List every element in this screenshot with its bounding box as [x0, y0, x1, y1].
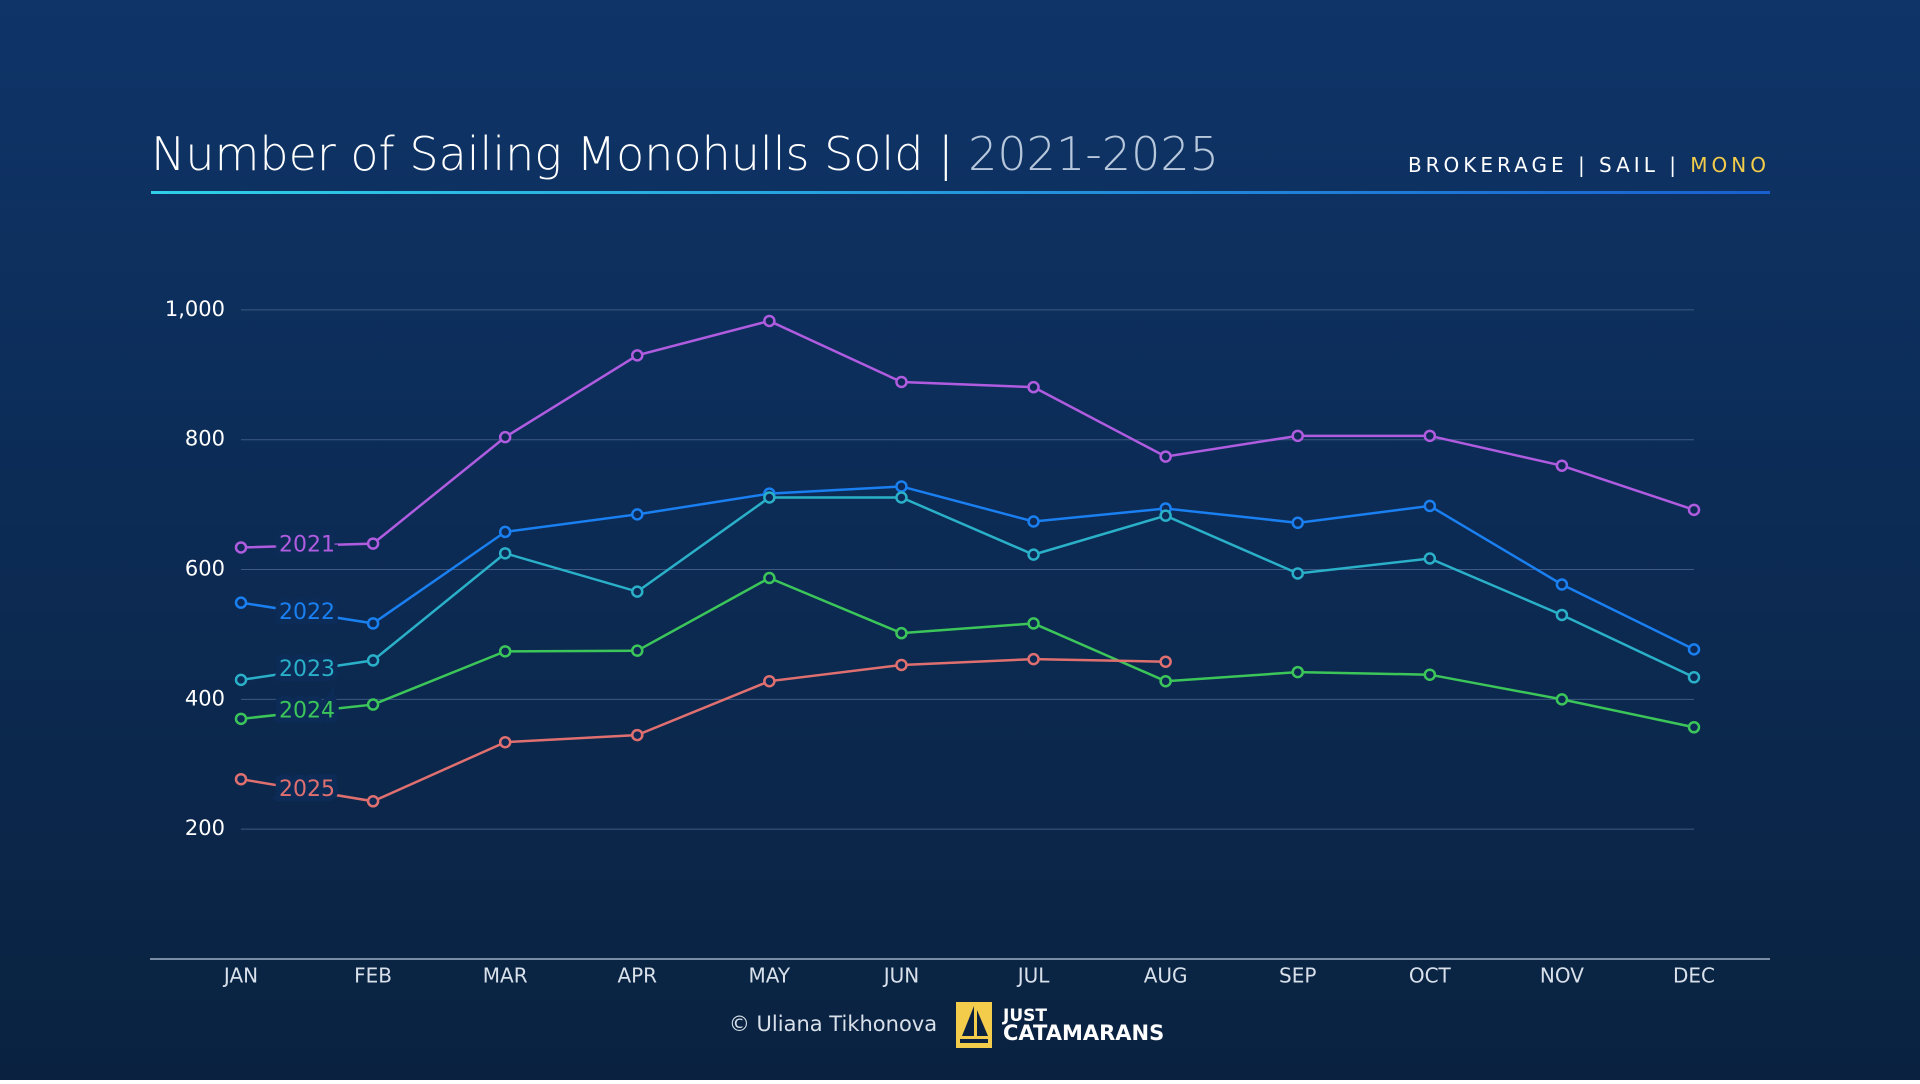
data-point	[895, 375, 908, 389]
data-point	[1423, 429, 1437, 443]
x-tick-label: FEB	[354, 964, 392, 988]
y-tick-label: 1,000	[165, 297, 225, 321]
data-point	[631, 508, 644, 521]
data-point	[234, 673, 248, 687]
x-tick-label: MAR	[483, 964, 528, 988]
data-point	[1159, 655, 1172, 668]
breadcrumb-path: BROKERAGE | SAIL |	[1408, 153, 1680, 177]
data-point	[1555, 693, 1569, 706]
title-main: Number of Sailing Monohulls Sold |	[151, 127, 954, 182]
chart-title: Number of Sailing Monohulls Sold | 2021-…	[151, 127, 1219, 182]
breadcrumb-active: MONO	[1690, 153, 1770, 177]
data-point	[763, 571, 776, 585]
data-point	[1027, 380, 1040, 394]
data-point	[1291, 429, 1304, 443]
y-tick-label: 800	[185, 427, 225, 451]
data-point	[498, 430, 512, 444]
x-tick-label: DEC	[1673, 964, 1715, 988]
data-point	[234, 772, 248, 786]
x-tick-label: APR	[617, 964, 657, 988]
data-point	[763, 314, 776, 328]
data-point	[1027, 548, 1040, 561]
x-tick-label: JUN	[882, 964, 920, 988]
data-point	[1687, 671, 1701, 684]
data-point	[498, 735, 512, 749]
data-point	[1027, 652, 1040, 666]
logo-sail	[962, 1006, 988, 1036]
logo-hull	[960, 1039, 988, 1043]
data-point	[366, 698, 380, 711]
data-point	[1027, 617, 1040, 630]
series-label: 2024	[279, 699, 335, 724]
data-point	[1687, 503, 1701, 517]
data-point	[366, 617, 380, 630]
data-point	[234, 712, 248, 726]
data-point	[1555, 459, 1569, 472]
data-point	[631, 585, 644, 598]
x-tick-label: JUL	[1016, 964, 1051, 988]
data-point	[631, 349, 644, 362]
data-point	[631, 644, 644, 657]
data-point	[895, 480, 908, 493]
data-point	[1159, 450, 1172, 463]
series-line	[240, 657, 1166, 803]
data-point	[1159, 674, 1172, 688]
data-point	[366, 654, 380, 667]
data-point	[1027, 515, 1040, 528]
data-point	[366, 537, 380, 550]
data-point	[1291, 665, 1304, 679]
y-tick-label: 400	[185, 686, 225, 710]
series-label: 2021	[279, 533, 335, 558]
title-years: 2021-2025	[968, 127, 1219, 181]
data-point	[234, 541, 248, 554]
series-label: 2025	[279, 777, 335, 802]
x-tick-label: NOV	[1540, 964, 1584, 988]
data-point	[1687, 721, 1701, 734]
y-tick-label: 600	[185, 557, 225, 581]
series-line	[240, 319, 1695, 549]
x-tick-label: SEP	[1279, 964, 1316, 988]
data-point	[895, 658, 908, 672]
series-line	[240, 576, 1695, 729]
data-point	[1423, 499, 1437, 513]
data-point	[234, 596, 248, 609]
data-point	[1423, 668, 1437, 681]
y-tick-label: 200	[185, 816, 225, 840]
credit: © Uliana Tikhonova	[729, 1012, 937, 1036]
data-point	[1159, 509, 1172, 522]
x-tick-label: AUG	[1144, 964, 1188, 988]
series-label: 2022	[279, 600, 335, 625]
data-point	[1555, 608, 1569, 622]
logo: JUST CATAMARANS	[956, 1002, 1164, 1048]
data-point	[763, 674, 776, 688]
data-point	[1555, 578, 1569, 591]
title-rule	[151, 191, 1770, 194]
data-point	[498, 645, 512, 658]
series-line	[240, 485, 1695, 651]
data-point	[1291, 567, 1304, 580]
x-tick-label: JAN	[222, 964, 258, 988]
data-point	[498, 547, 512, 560]
data-point	[498, 525, 512, 539]
logo-text: JUST	[1002, 1006, 1047, 1026]
x-tick-label: MAY	[749, 964, 791, 988]
data-point	[1291, 516, 1304, 530]
series-line	[240, 496, 1695, 682]
data-point	[366, 795, 380, 808]
series-label: 2023	[279, 657, 335, 682]
breadcrumb: BROKERAGE | SAIL | MONO	[1408, 153, 1770, 177]
data-point	[1423, 552, 1437, 565]
data-point	[631, 728, 644, 742]
data-point	[895, 626, 908, 640]
logo-text: CATAMARANS	[1003, 1021, 1164, 1045]
data-point	[763, 491, 776, 504]
x-tick-label: OCT	[1409, 964, 1452, 988]
data-point	[895, 491, 908, 504]
data-point	[1687, 643, 1701, 656]
